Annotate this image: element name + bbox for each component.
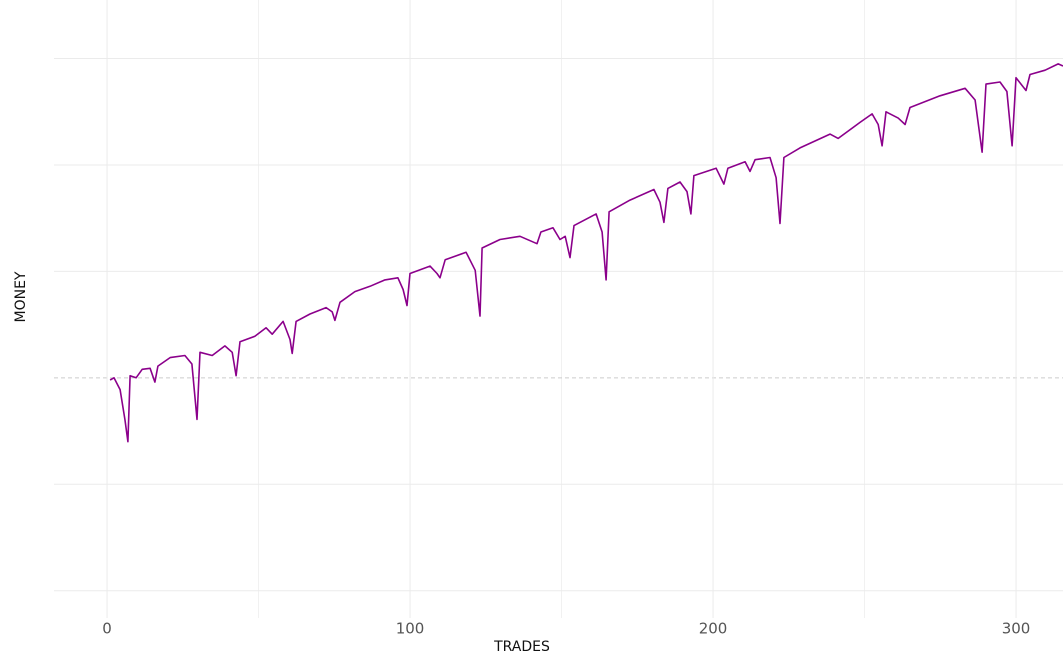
x-tick-label: 100 [396, 620, 425, 638]
y-axis-label: MONEY [13, 271, 29, 322]
x-tick-label: 200 [699, 620, 728, 638]
x-axis-label: TRADES [493, 639, 550, 655]
line [109, 63, 1063, 443]
x-tick-label: 300 [1002, 620, 1031, 638]
x-tick-label: 0 [102, 620, 112, 638]
